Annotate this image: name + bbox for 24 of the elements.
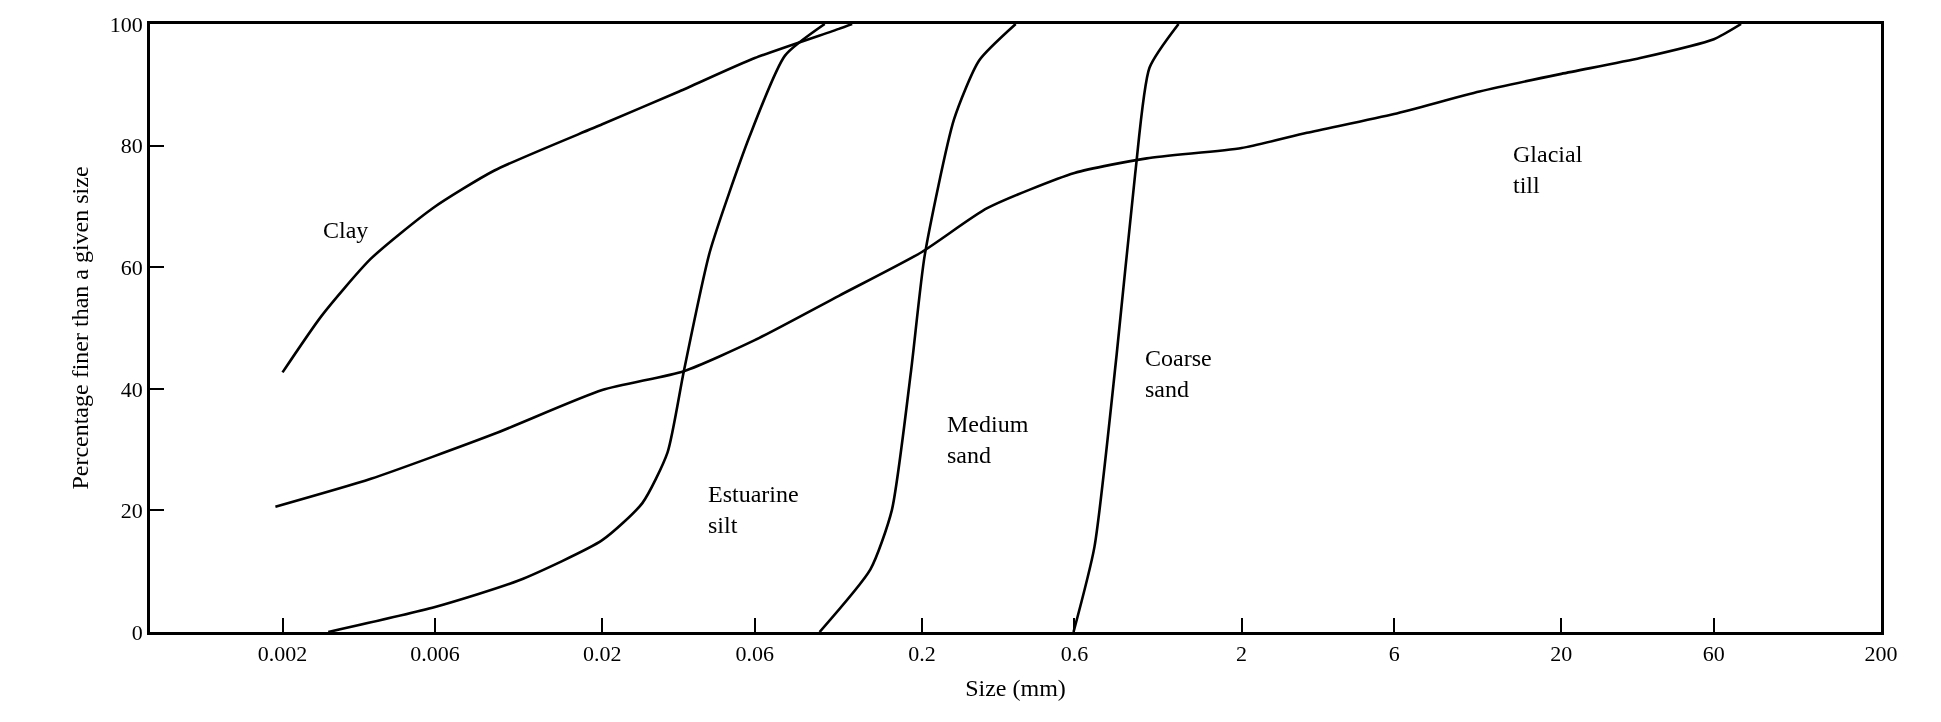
y-axis-title: Percentage finer than a given size (66, 166, 93, 490)
x-axis-title: Size (mm) (965, 675, 1066, 702)
text: Glacial till (1513, 141, 1583, 199)
y-tick-label: 60 (120, 254, 143, 280)
x-tick-label: 6 (1388, 641, 1400, 667)
x-tick-label: 20 (1550, 641, 1573, 667)
y-tick-label: 80 (120, 133, 143, 159)
x-tick-label: 0.6 (1060, 641, 1089, 667)
y-tick-label: 40 (120, 376, 143, 402)
x-tick-label: 0.2 (908, 641, 936, 667)
x-tick-label: 60 (1702, 641, 1725, 667)
series-label: Medium sand (947, 411, 1029, 469)
y-tick-label: 0 (131, 619, 143, 645)
y-tick-label: 100 (109, 11, 143, 37)
x-tick-label: 0.006 (410, 641, 460, 667)
series-label: Coarse sand (1145, 345, 1212, 403)
x-tick-label: 0.06 (735, 641, 774, 667)
x-tick-label: 0.002 (257, 641, 308, 667)
x-tick-label: 200 (1864, 641, 1898, 667)
x-tick-label: 0.02 (582, 641, 622, 667)
x-tick-label: 2 (1236, 641, 1248, 667)
series-label: Clay (323, 217, 369, 243)
y-tick-label: 20 (120, 498, 143, 524)
text: Estuarine silt (708, 481, 799, 539)
